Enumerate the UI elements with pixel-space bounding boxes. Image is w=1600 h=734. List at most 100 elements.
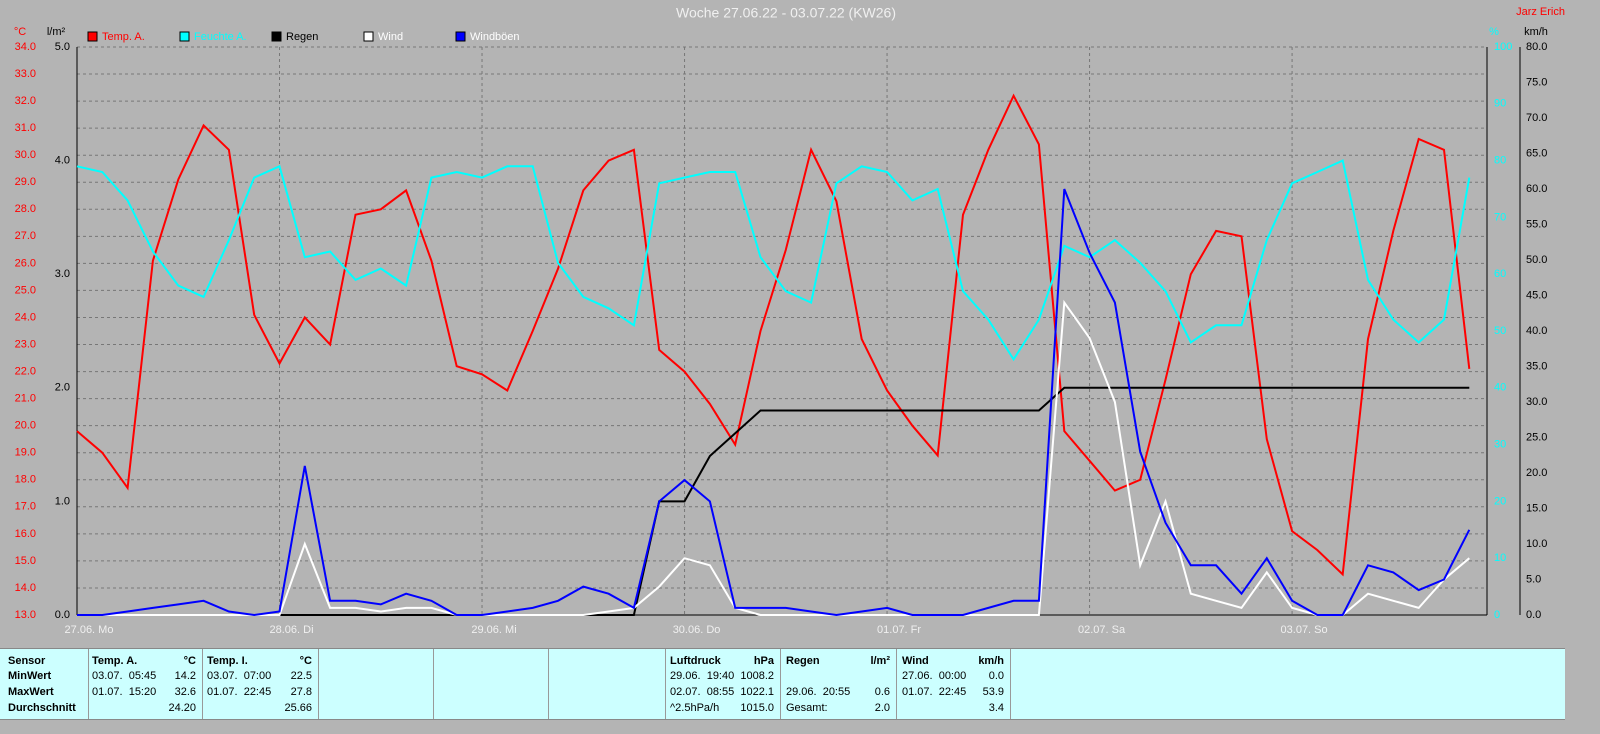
row-label: MaxWert	[8, 686, 54, 698]
y2-axis-label: l/m²	[47, 26, 66, 38]
cell-value: 53.9	[982, 686, 1004, 698]
y-tick-label: 15.0	[15, 555, 36, 567]
y4-tick-label: 10.0	[1526, 538, 1547, 550]
column-separator	[780, 649, 781, 719]
legend-label: Temp. A.	[102, 31, 145, 43]
cell-label: Gesamt:	[786, 702, 828, 714]
y4-tick-label: 40.0	[1526, 325, 1547, 337]
cell-value: 1015.0	[740, 702, 774, 714]
column-separator	[1010, 649, 1011, 719]
y-tick-label: 22.0	[15, 365, 36, 377]
y-tick-label: 26.0	[15, 257, 36, 269]
y-tick-label: 23.0	[15, 338, 36, 350]
cell-value: 0.0	[988, 670, 1004, 682]
y3-tick-label: 10	[1494, 552, 1506, 564]
legend-swatch	[87, 31, 98, 42]
y4-tick-label: 30.0	[1526, 396, 1547, 408]
y3-tick-label: 30	[1494, 439, 1506, 451]
y4-axis-label: km/h	[1524, 26, 1548, 38]
y2-tick-label: 3.0	[55, 268, 70, 280]
column-header: Regen	[786, 655, 820, 667]
legend-label: Wind	[378, 31, 403, 43]
y2-tick-label: 1.0	[55, 495, 70, 507]
x-tick-label: 01.07. Fr	[877, 624, 921, 636]
y3-tick-label: 100	[1494, 41, 1512, 53]
cell-label: 01.07. 15:20	[92, 686, 157, 698]
x-tick-label: 27.06. Mo	[65, 624, 114, 636]
y-tick-label: 33.0	[15, 68, 36, 80]
column-unit: km/h	[978, 655, 1004, 667]
cell-value: 14.2	[174, 670, 196, 682]
series-line	[77, 299, 1470, 616]
y-tick-label: 31.0	[15, 122, 36, 134]
cell-value: 22.5	[290, 670, 312, 682]
cell-label: 29.06. 19:40	[670, 670, 735, 682]
y4-tick-label: 25.0	[1526, 431, 1547, 443]
y2-tick-label: 5.0	[55, 41, 70, 53]
y-tick-label: 28.0	[15, 203, 36, 215]
y4-tick-label: 50.0	[1526, 254, 1547, 266]
x-tick-label: 30.06. Do	[673, 624, 721, 636]
x-tick-label: 02.07. Sa	[1078, 624, 1126, 636]
column-separator	[433, 649, 434, 719]
column-header: Wind	[902, 655, 929, 667]
row-label: Sensor	[8, 655, 46, 667]
cell-label: 01.07. 22:45	[902, 686, 967, 698]
cell-value: 1022.1	[740, 686, 774, 698]
column-unit: l/m²	[870, 655, 890, 667]
column-separator	[896, 649, 897, 719]
y2-tick-label: 2.0	[55, 382, 70, 394]
chart-title: Woche 27.06.22 - 03.07.22 (KW26)	[676, 5, 896, 21]
cell-value: 32.6	[174, 686, 196, 698]
chart: Woche 27.06.22 - 03.07.22 (KW26) Jarz Er…	[14, 5, 1565, 636]
cell-label: 03.07. 07:00	[207, 670, 272, 682]
legend-swatch	[179, 31, 190, 42]
column-header: Luftdruck	[670, 655, 721, 667]
cell-value: 24.20	[168, 702, 196, 714]
column-separator	[665, 649, 666, 719]
y-tick-label: 34.0	[15, 41, 36, 53]
series-line	[76, 159, 1471, 362]
y4-tick-label: 70.0	[1526, 112, 1547, 124]
cell-value: 0.6	[874, 686, 890, 698]
y4-tick-label: 75.0	[1526, 76, 1547, 88]
y2-tick-label: 0.0	[55, 609, 70, 621]
column-unit: °C	[183, 655, 196, 667]
column-header: Temp. A.	[92, 655, 138, 667]
y-axis-label: °C	[14, 26, 26, 38]
column-separator	[88, 649, 89, 719]
legend-swatch	[271, 31, 282, 42]
y-tick-label: 21.0	[15, 393, 36, 405]
cell-value: 27.8	[290, 686, 312, 698]
series-line	[77, 386, 1470, 616]
cell-label: 29.06. 20:55	[786, 686, 851, 698]
y-tick-label: 20.0	[15, 420, 36, 432]
y3-tick-label: 70	[1494, 211, 1506, 223]
cell-label: 01.07. 22:45	[207, 686, 272, 698]
y4-tick-label: 80.0	[1526, 41, 1547, 53]
column-unit: hPa	[753, 655, 774, 667]
column-separator	[202, 649, 203, 719]
summary-table: Sensor MinWert MaxWert Durchschnitt Temp. A.…	[0, 648, 1565, 720]
y-tick-label: 25.0	[15, 284, 36, 296]
y-tick-label: 30.0	[15, 149, 36, 161]
y3-tick-label: 80	[1494, 155, 1506, 167]
y3-tick-label: 40	[1494, 382, 1506, 394]
y3-tick-label: 0	[1494, 609, 1500, 621]
row-label: MinWert	[8, 670, 52, 682]
x-tick-label: 28.06. Di	[269, 624, 313, 636]
y3-axis-label: %	[1489, 26, 1499, 38]
y3-tick-label: 20	[1494, 495, 1506, 507]
cell-label: ^2.5hPa/h	[670, 702, 720, 714]
column-separator	[318, 649, 319, 719]
row-label: Durchschnitt	[8, 702, 76, 714]
y4-tick-label: 35.0	[1526, 360, 1547, 372]
y-tick-label: 32.0	[15, 95, 36, 107]
y-tick-label: 13.0	[15, 609, 36, 621]
column-unit: °C	[299, 655, 312, 667]
y-tick-label: 14.0	[15, 582, 36, 594]
y-tick-label: 16.0	[15, 528, 36, 540]
y4-tick-label: 20.0	[1526, 467, 1547, 479]
y4-tick-label: 15.0	[1526, 502, 1547, 514]
